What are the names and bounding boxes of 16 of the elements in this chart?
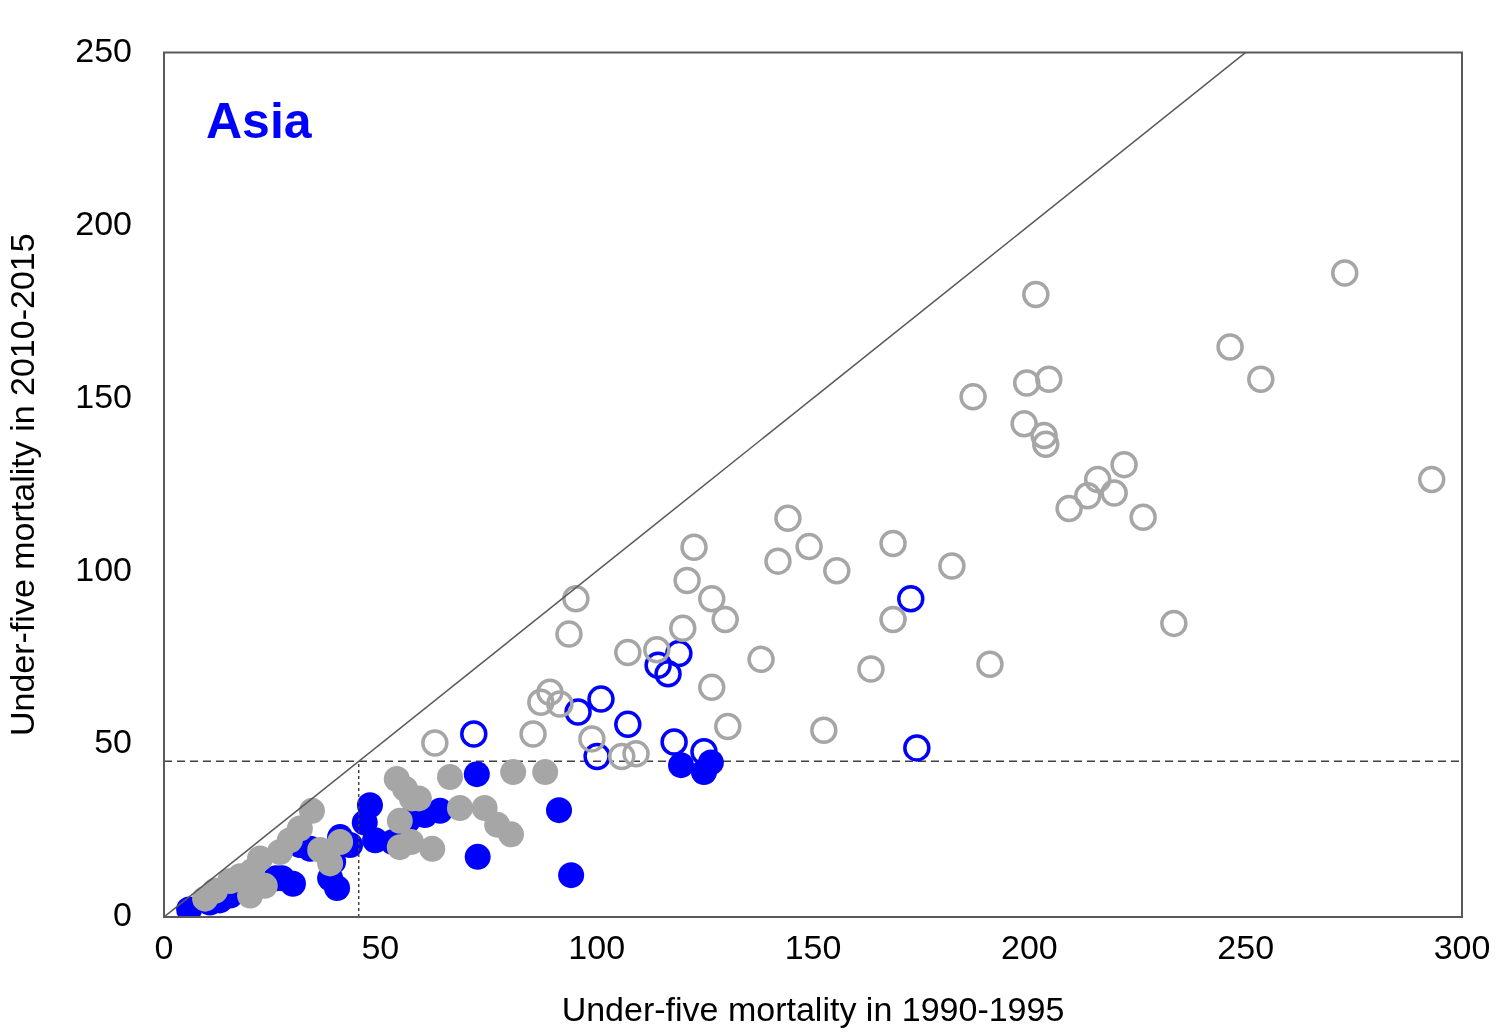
x-axis-title: Under-five mortality in 1990-1995	[561, 989, 1065, 1028]
y-tick-label: 100	[75, 549, 132, 588]
x-tick-label: 50	[361, 927, 400, 966]
text: Asia	[206, 93, 313, 150]
y-tick-label: 200	[75, 203, 132, 242]
y-tick-label: 0	[113, 895, 132, 934]
y-tick-label: 250	[75, 30, 132, 69]
x-tick-label: 300	[1433, 927, 1491, 966]
x-tick-label: 200	[1000, 927, 1058, 966]
x-tick-label: 0	[154, 927, 174, 966]
x-tick-label: 150	[784, 927, 842, 966]
y-tick-label: 50	[94, 722, 132, 761]
x-tick-label: 250	[1217, 927, 1275, 966]
y-tick-label: 150	[75, 376, 132, 415]
x-tick-label: 100	[568, 927, 626, 966]
y-axis-title: Under-five mortality in 2010-2015	[2, 233, 41, 737]
